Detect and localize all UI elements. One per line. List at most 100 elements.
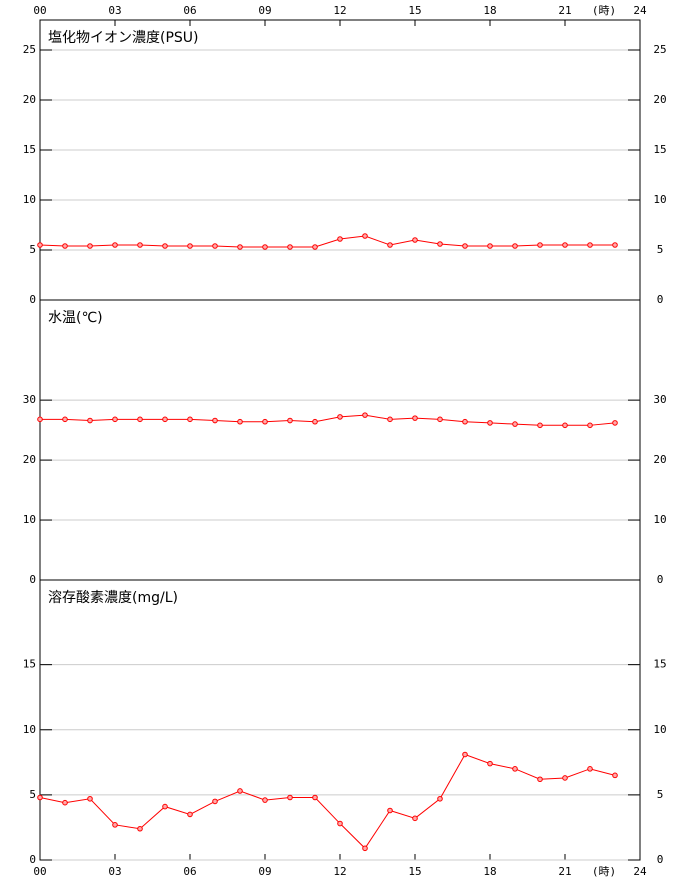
y-tick-label: 0 xyxy=(29,573,36,586)
data-point xyxy=(287,794,293,801)
data-point xyxy=(237,788,243,794)
data-point xyxy=(312,794,318,801)
y-tick-label: 0 xyxy=(657,853,664,866)
x-tick-label: 06 xyxy=(183,4,196,17)
data-point xyxy=(412,815,418,822)
y-tick-label: 30 xyxy=(23,393,36,406)
x-tick-label: 18 xyxy=(483,865,496,878)
y-tick-label: 5 xyxy=(29,788,36,801)
data-point xyxy=(612,242,618,248)
data-point xyxy=(87,417,93,424)
y-tick-label: 20 xyxy=(23,93,36,106)
y-tick-label: 0 xyxy=(29,853,36,866)
x-tick-label: 06 xyxy=(183,865,196,878)
data-point xyxy=(62,799,68,806)
panel-title: 塩化物イオン濃度(PSU) xyxy=(48,30,199,46)
y-tick-label: 15 xyxy=(23,658,36,671)
x-axis-label: (時) xyxy=(592,4,616,17)
y-tick-label: 30 xyxy=(653,393,666,406)
y-tick-label: 10 xyxy=(23,513,36,526)
data-point xyxy=(137,242,143,248)
data-point xyxy=(87,795,93,802)
data-point xyxy=(537,242,543,248)
data-point xyxy=(412,415,418,421)
data-point xyxy=(562,242,568,248)
data-point xyxy=(387,807,393,814)
data-point xyxy=(112,822,118,828)
data-point xyxy=(137,416,143,423)
data-point xyxy=(512,243,518,249)
data-point xyxy=(362,233,368,239)
y-tick-label: 0 xyxy=(29,293,36,306)
frame xyxy=(39,19,641,861)
data-point xyxy=(337,820,343,827)
y-tick-label: 15 xyxy=(653,143,666,156)
x-tick-label: 09 xyxy=(258,4,271,17)
data-point xyxy=(287,244,293,250)
data-point xyxy=(512,421,518,427)
x-tick-label: 24 xyxy=(633,865,647,878)
data-point xyxy=(562,422,568,429)
data-point xyxy=(312,244,318,250)
data-point xyxy=(437,241,443,247)
data-line xyxy=(39,235,615,248)
data-point xyxy=(487,243,493,249)
x-tick-label: 21 xyxy=(558,865,571,878)
data-point xyxy=(162,416,168,423)
x-tick-label: 03 xyxy=(108,865,121,878)
panel-title: 溶存酸素濃度(mg/L) xyxy=(48,590,178,606)
data-point xyxy=(362,845,368,852)
x-tick-label: 09 xyxy=(258,865,271,878)
data-point xyxy=(462,751,468,758)
data-point xyxy=(112,416,118,423)
data-point xyxy=(437,416,443,423)
x-tick-label: 18 xyxy=(483,4,496,17)
data-point xyxy=(537,422,543,429)
data-point xyxy=(387,416,393,423)
data-point xyxy=(487,420,493,426)
y-tick-label: 15 xyxy=(23,143,36,156)
data-point xyxy=(587,242,593,248)
data-point xyxy=(587,766,593,772)
y-tick-label: 25 xyxy=(23,43,36,56)
data-point xyxy=(337,236,343,242)
data-point xyxy=(162,243,168,249)
panel-title: 水温(℃) xyxy=(48,310,103,326)
data-point xyxy=(137,825,143,832)
y-tick-label: 10 xyxy=(653,723,666,736)
x-tick-label: 24 xyxy=(633,4,647,17)
y-tick-label: 5 xyxy=(657,788,664,801)
data-point xyxy=(237,418,243,425)
data-point xyxy=(437,795,443,802)
data-point xyxy=(262,797,268,803)
x-tick-label: 03 xyxy=(108,4,121,17)
data-point xyxy=(162,803,168,810)
data-point xyxy=(262,418,268,425)
data-point xyxy=(487,760,493,767)
y-tick-label: 20 xyxy=(653,93,666,106)
data-point xyxy=(37,794,43,801)
y-tick-label: 0 xyxy=(657,573,664,586)
y-tick-label: 10 xyxy=(653,513,666,526)
data-point xyxy=(387,242,393,248)
data-point xyxy=(237,244,243,250)
data-point xyxy=(262,244,268,250)
data-point xyxy=(512,766,518,772)
data-point xyxy=(612,772,618,779)
data-point xyxy=(212,243,218,249)
y-tick-label: 0 xyxy=(657,293,664,306)
data-point xyxy=(187,243,193,249)
data-point xyxy=(537,776,543,783)
data-point xyxy=(187,811,193,818)
data-point xyxy=(612,420,618,426)
x-tick-label: 15 xyxy=(408,4,421,17)
x-tick-label: 21 xyxy=(558,4,571,17)
y-tick-label: 5 xyxy=(29,243,36,256)
data-point xyxy=(212,798,218,805)
data-point xyxy=(37,416,43,423)
data-point xyxy=(112,242,118,248)
data-point xyxy=(87,243,93,249)
data-point xyxy=(587,422,593,429)
y-tick-label: 20 xyxy=(653,453,666,466)
